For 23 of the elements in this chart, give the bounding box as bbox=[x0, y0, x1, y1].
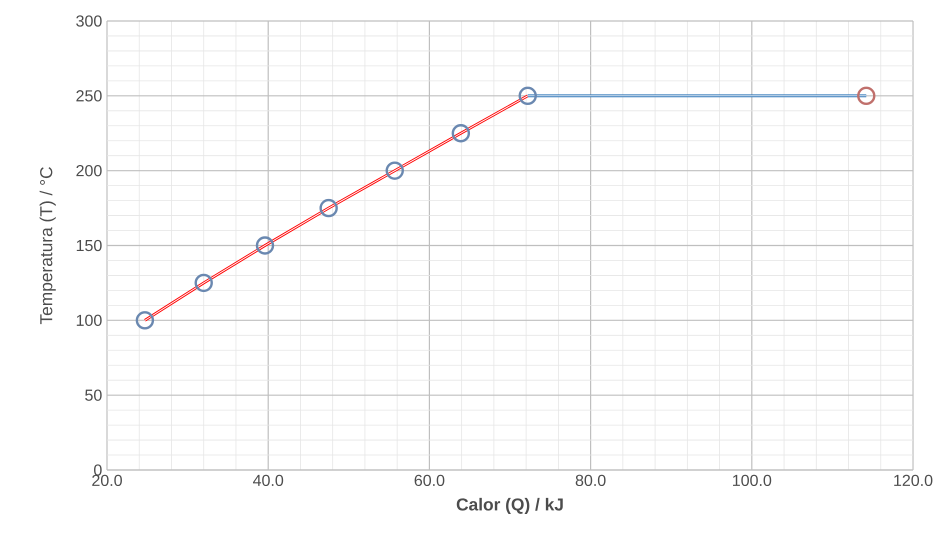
y-tick-label: 50 bbox=[85, 390, 102, 401]
y-tick-label: 0 bbox=[94, 464, 102, 476]
x-tick-label: 80.0 bbox=[576, 474, 606, 486]
y-tick-label: 100 bbox=[76, 314, 102, 326]
y-tick-label: 200 bbox=[76, 165, 102, 176]
point bbox=[194, 274, 213, 292]
x-tick-label: 40.0 bbox=[253, 474, 284, 486]
y-tick-label: 300 bbox=[76, 15, 102, 27]
x-axis-title: Calor (Q) / kJ bbox=[456, 498, 563, 514]
y-tick-label: 250 bbox=[76, 90, 102, 102]
x-tick-label: 120.0 bbox=[894, 474, 932, 486]
point bbox=[319, 198, 338, 218]
x-tick-label: 60.0 bbox=[414, 474, 444, 486]
point bbox=[452, 124, 470, 142]
point bbox=[857, 86, 876, 106]
point bbox=[136, 311, 154, 330]
x-tick-label: 20.0 bbox=[92, 474, 122, 486]
point bbox=[518, 86, 537, 106]
point bbox=[256, 236, 274, 255]
point bbox=[386, 161, 404, 180]
x-tick-label: 100.0 bbox=[733, 474, 772, 486]
y-axis-title: Temperatura (T) / °C bbox=[40, 167, 56, 324]
y-tick-label: 150 bbox=[76, 240, 102, 252]
